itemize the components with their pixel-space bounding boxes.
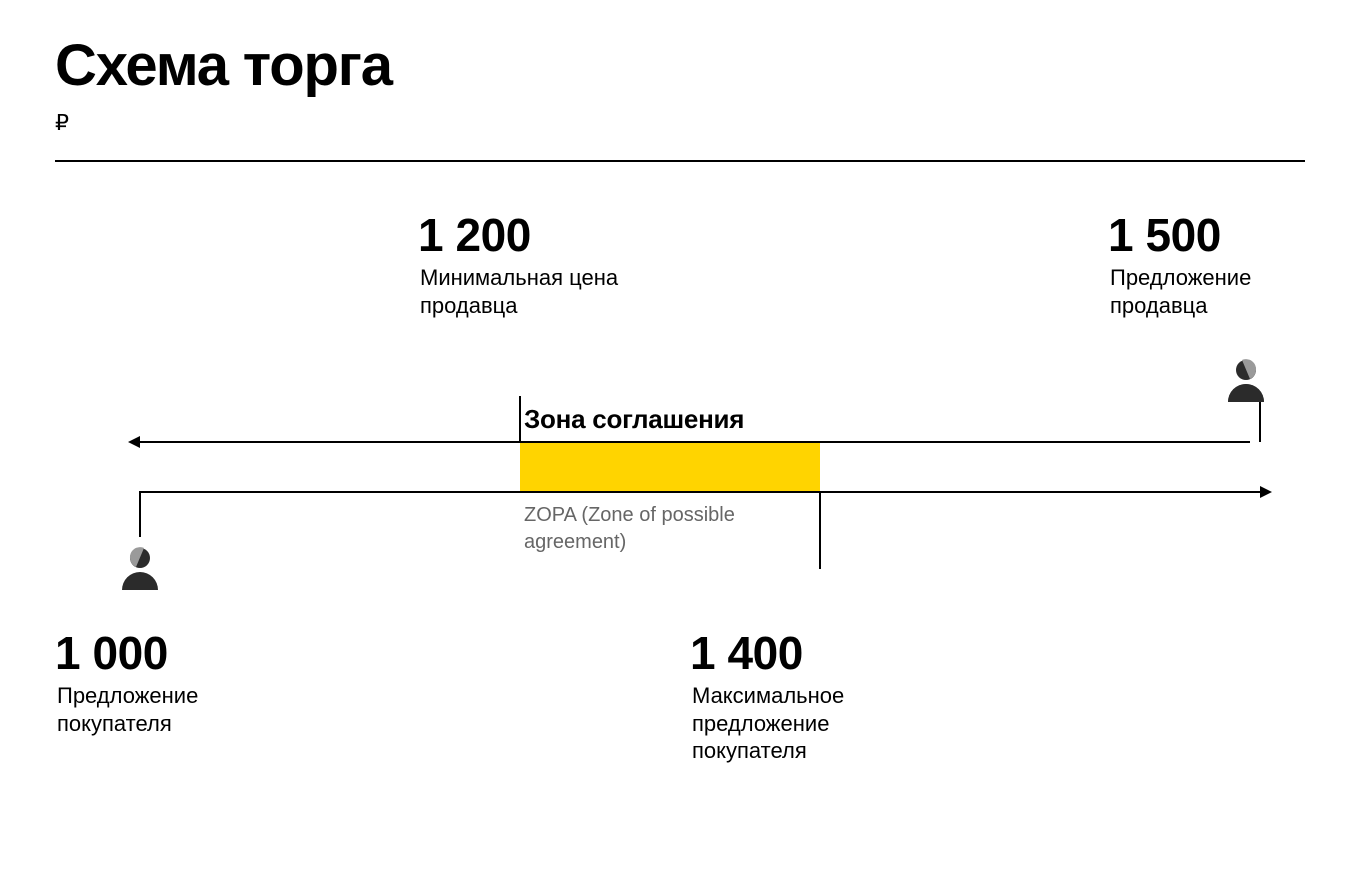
tick-buyer-offer (139, 491, 141, 537)
seller-person-icon (1222, 356, 1270, 404)
buyer-person-icon (116, 544, 164, 592)
zone-label: Зона соглашения (524, 404, 744, 435)
axis-bottom-line (140, 491, 1260, 493)
tick-buyer-max (819, 491, 821, 569)
buyer-max-label: Максимальное предложение покупателя (692, 682, 912, 765)
tick-seller-min (519, 396, 521, 442)
seller-min-value: 1 200 (418, 208, 531, 262)
seller-min-label: Минимальная цена продавца (420, 264, 620, 319)
page-title: Схема торга (55, 32, 392, 99)
zone-note: ZOPA (Zone of possible agreement) (524, 502, 784, 556)
currency-symbol: ₽ (55, 110, 69, 136)
buyer-offer-value: 1 000 (55, 626, 168, 680)
axis-top-line (140, 441, 1250, 443)
buyer-max-value: 1 400 (690, 626, 803, 680)
seller-offer-value: 1 500 (1108, 208, 1221, 262)
buyer-offer-label: Предложение покупателя (57, 682, 257, 737)
axis-bottom-arrow (1260, 486, 1272, 498)
seller-offer-label: Предложение продавца (1110, 264, 1300, 319)
zone-rect (520, 442, 820, 492)
divider-line (55, 160, 1305, 162)
infographic: Схема торга ₽ Зона соглашения ZOPA (Zone… (0, 0, 1360, 872)
axis-top-arrow (128, 436, 140, 448)
